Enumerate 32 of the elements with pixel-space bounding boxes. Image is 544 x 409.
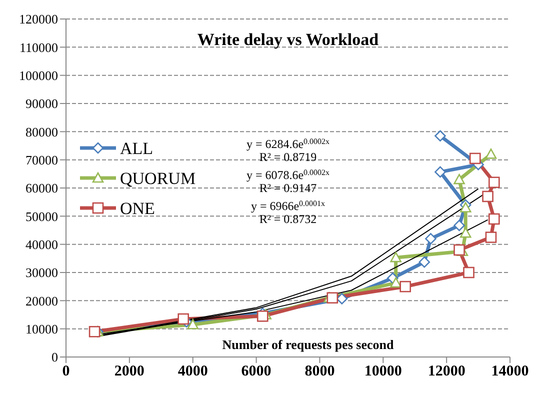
legend-label: ONE: [120, 199, 155, 218]
annotation: R² = 0.8732: [259, 212, 317, 226]
annotation: y = 6284.6e$^{0.0002x}$: [246, 136, 330, 151]
y-tick-label: 100000: [19, 68, 58, 83]
legend-label: QUORUM: [120, 169, 196, 188]
x-tick-label: 2000: [114, 364, 144, 380]
x-tick-label: 8000: [304, 364, 335, 380]
y-tick-label: 50000: [26, 208, 58, 224]
x-tick-label: 12000: [428, 364, 466, 380]
annotation: y = 6078.6e$^{0.0002x}$: [246, 168, 330, 182]
x-tick-label: 4000: [178, 364, 208, 380]
x-tick-label: 0: [62, 364, 70, 380]
text: Write delay vs Workload: [197, 30, 380, 49]
y-tick-label: 60000: [26, 180, 58, 196]
y-tick-label: 10000: [26, 321, 58, 336]
annotation: R² = 0.8719: [259, 150, 317, 164]
y-tick-label: 20000: [26, 293, 58, 308]
y-tick-label: 70000: [26, 152, 58, 168]
x-tick-label: 10000: [364, 364, 402, 380]
y-tick-label: 0: [52, 350, 58, 365]
y-tick-label: 90000: [26, 96, 58, 112]
x-tick-label: 6000: [241, 364, 272, 380]
x-axis-title: Number of requests pes second: [222, 337, 394, 352]
y-tick-label: 80000: [26, 124, 58, 140]
annotation: y = 6966e$^{0.0001x}$: [250, 198, 326, 213]
y-tick-label: 40000: [26, 236, 58, 252]
annotation: R² = 0.9147: [259, 181, 317, 195]
legend-label: ALL: [120, 139, 154, 158]
y-tick-label: 120000: [19, 12, 58, 27]
y-tick-label: 30000: [26, 265, 58, 280]
y-tick-label: 110000: [19, 40, 58, 55]
x-tick-label: 14000: [491, 364, 529, 380]
